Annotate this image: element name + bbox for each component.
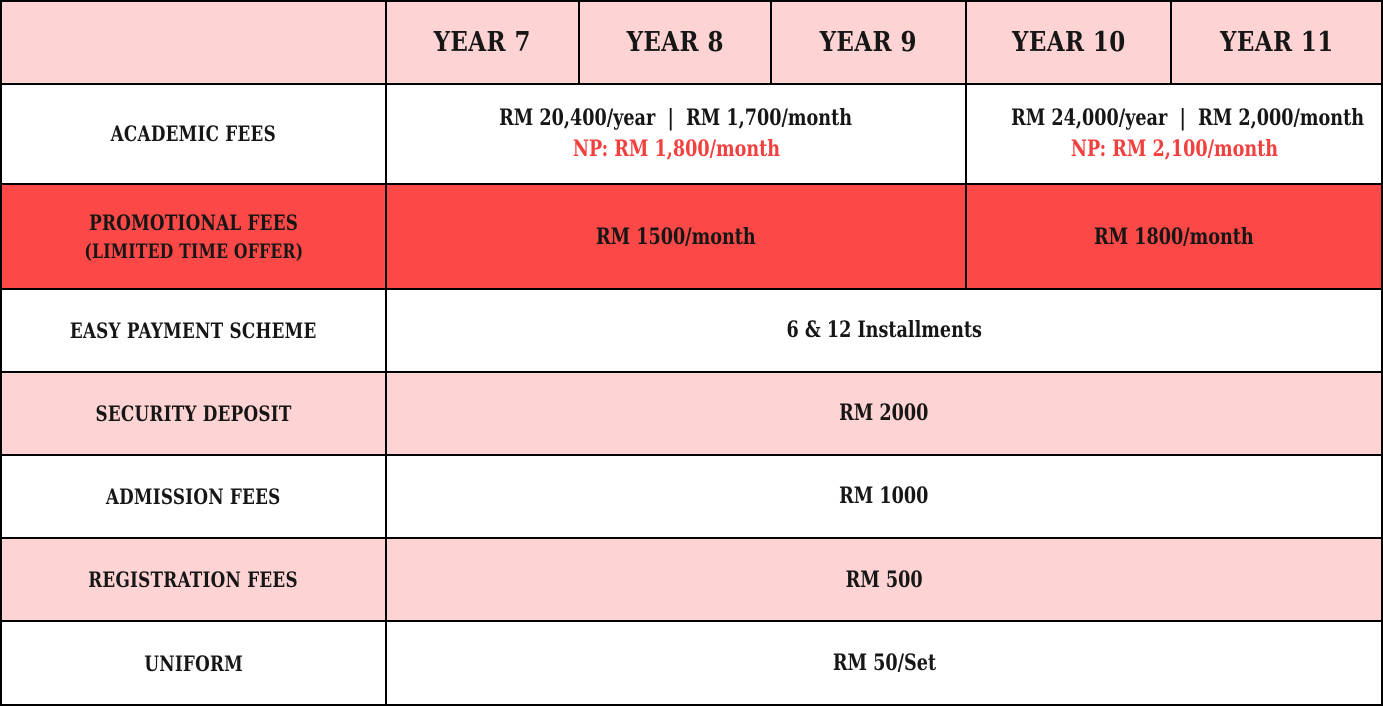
registration-fees-label: REGISTRATION FEES [88, 567, 299, 593]
promotional-fees-years-10-11-value: RM 1800/month [1094, 223, 1254, 250]
registration-fees-label-cell: REGISTRATION FEES [0, 536, 387, 623]
promotional-fees-label-line2: (LIMITED TIME OFFER) [2, 240, 385, 263]
uniform-value: RM 50/Set [832, 650, 936, 677]
security-deposit-label-cell: SECURITY DEPOSIT [0, 370, 387, 457]
registration-fees-value-cell: RM 500 [385, 536, 1383, 623]
row-academic-fees: ACADEMIC FEES RM 20,400/year | RM 1,700/… [0, 82, 1383, 186]
uniform-label: UNIFORM [144, 650, 243, 676]
security-deposit-value: RM 2000 [839, 400, 929, 427]
uniform-value-cell: RM 50/Set [385, 620, 1383, 706]
year-8-header-label: YEAR 8 [626, 26, 724, 58]
academic-fees-years-7-9-value: RM 20,400/year | RM 1,700/month [499, 105, 853, 132]
row-security-deposit: SECURITY DEPOSIT RM 2000 [0, 370, 1383, 457]
uniform-label-cell: UNIFORM [0, 620, 387, 706]
easy-payment-label-cell: EASY PAYMENT SCHEME [0, 288, 387, 373]
header-corner-cell [0, 0, 387, 85]
registration-fees-value: RM 500 [845, 566, 923, 593]
academic-fees-years-10-11-value: RM 24,000/year | RM 2,000/month [1011, 105, 1365, 132]
admission-fees-label: ADMISSION FEES [106, 483, 281, 509]
header-cell-year-10: YEAR 10 [965, 0, 1172, 85]
year-11-header-label: YEAR 11 [1219, 26, 1334, 58]
row-registration-fees: REGISTRATION FEES RM 500 [0, 536, 1383, 623]
easy-payment-label: EASY PAYMENT SCHEME [70, 317, 317, 343]
easy-payment-value-cell: 6 & 12 Installments [385, 288, 1383, 373]
easy-payment-value: 6 & 12 Installments [786, 317, 982, 344]
promotional-fees-label-cell: PROMOTIONAL FEES (LIMITED TIME OFFER) [0, 183, 387, 291]
security-deposit-label: SECURITY DEPOSIT [95, 400, 292, 426]
academic-fees-np-line: NP: RM 1,800/month [387, 136, 965, 162]
academic-fees-standard-line: RM 24,000/year | RM 2,000/month [967, 105, 1381, 131]
academic-fees-label: ACADEMIC FEES [110, 121, 277, 147]
row-uniform: UNIFORM RM 50/Set [0, 620, 1383, 706]
limited-time-offer-label: (LIMITED TIME OFFER) [84, 240, 303, 264]
header-cell-year-8: YEAR 8 [578, 0, 772, 85]
year-9-header-label: YEAR 9 [819, 26, 918, 58]
header-cell-year-11: YEAR 11 [1170, 0, 1383, 85]
row-admission-fees: ADMISSION FEES RM 1000 [0, 454, 1383, 539]
academic-fees-years-10-11-cell: RM 24,000/year | RM 2,000/month NP: RM 2… [965, 82, 1383, 186]
row-easy-payment-scheme: EASY PAYMENT SCHEME 6 & 12 Installments [0, 288, 1383, 373]
year-7-header-label: YEAR 7 [433, 26, 532, 58]
header-row: YEAR 7 YEAR 8 YEAR 9 YEAR 10 YEAR 11 [0, 0, 1383, 85]
promotional-fees-label-line1: PROMOTIONAL FEES [2, 210, 385, 235]
promotional-fees-label: PROMOTIONAL FEES [88, 209, 299, 235]
security-deposit-value-cell: RM 2000 [385, 370, 1383, 457]
academic-fees-years-7-9-cell: RM 20,400/year | RM 1,700/month NP: RM 1… [385, 82, 967, 186]
year-10-header-label: YEAR 10 [1011, 26, 1126, 58]
promotional-fees-years-10-11-cell: RM 1800/month [965, 183, 1383, 291]
header-cell-year-9: YEAR 9 [770, 0, 967, 85]
header-cell-year-7: YEAR 7 [385, 0, 580, 85]
promotional-fees-years-7-9-cell: RM 1500/month [385, 183, 967, 291]
academic-fees-years-10-11-np-value: NP: RM 2,100/month [1070, 136, 1278, 163]
admission-fees-value: RM 1000 [839, 483, 929, 510]
admission-fees-label-cell: ADMISSION FEES [0, 454, 387, 539]
promotional-fees-years-7-9-value: RM 1500/month [596, 223, 756, 250]
academic-fees-standard-line: RM 20,400/year | RM 1,700/month [387, 105, 965, 131]
academic-fees-label-cell: ACADEMIC FEES [0, 82, 387, 186]
row-promotional-fees: PROMOTIONAL FEES (LIMITED TIME OFFER) RM… [0, 183, 1383, 291]
admission-fees-value-cell: RM 1000 [385, 454, 1383, 539]
academic-fees-np-line: NP: RM 2,100/month [967, 136, 1381, 162]
academic-fees-years-7-9-np-value: NP: RM 1,800/month [572, 136, 780, 163]
